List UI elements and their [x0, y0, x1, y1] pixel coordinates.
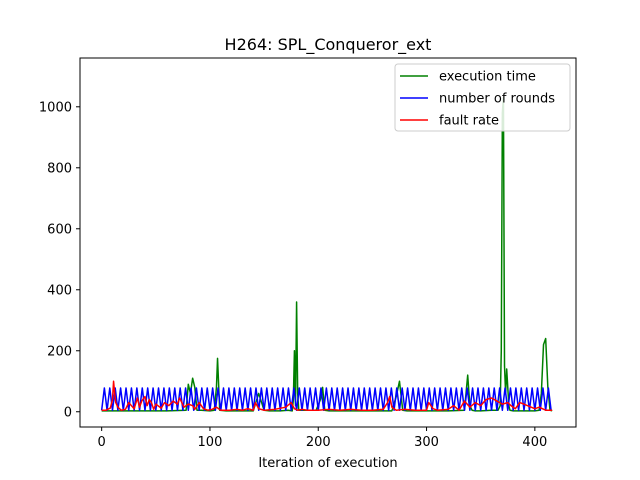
legend-entry: fault rate: [439, 114, 499, 129]
y-axis: 0 200 400 600 800 1000: [39, 100, 80, 420]
x-tick-label: 300: [414, 435, 439, 450]
y-tick-label: 600: [47, 222, 72, 237]
x-tick-label: 100: [198, 435, 223, 450]
y-tick-label: 400: [47, 283, 72, 298]
x-axis: 0 100 200 300 400: [98, 427, 547, 450]
plot-frame: [79, 57, 577, 428]
series-line-fault-rate: [101, 380, 553, 411]
x-axis-label: Iteration of execution: [258, 456, 397, 471]
legend-entry: execution time: [439, 70, 536, 85]
legend: execution time number of rounds fault rate: [394, 63, 571, 132]
series-layer: [100, 96, 553, 412]
y-tick-label: 1000: [39, 100, 72, 115]
x-tick-label: 0: [98, 435, 106, 450]
x-tick-label: 200: [306, 435, 331, 450]
y-tick-label: 200: [47, 344, 72, 359]
y-tick-label: 0: [64, 405, 72, 420]
legend-entry: number of rounds: [439, 92, 555, 107]
chart-title: H264: SPL_Conqueror_ext: [225, 35, 432, 55]
y-tick-label: 800: [47, 161, 72, 176]
x-tick-label: 400: [522, 435, 547, 450]
legend-box: [394, 63, 571, 132]
series-line-execution-time: [101, 96, 553, 412]
